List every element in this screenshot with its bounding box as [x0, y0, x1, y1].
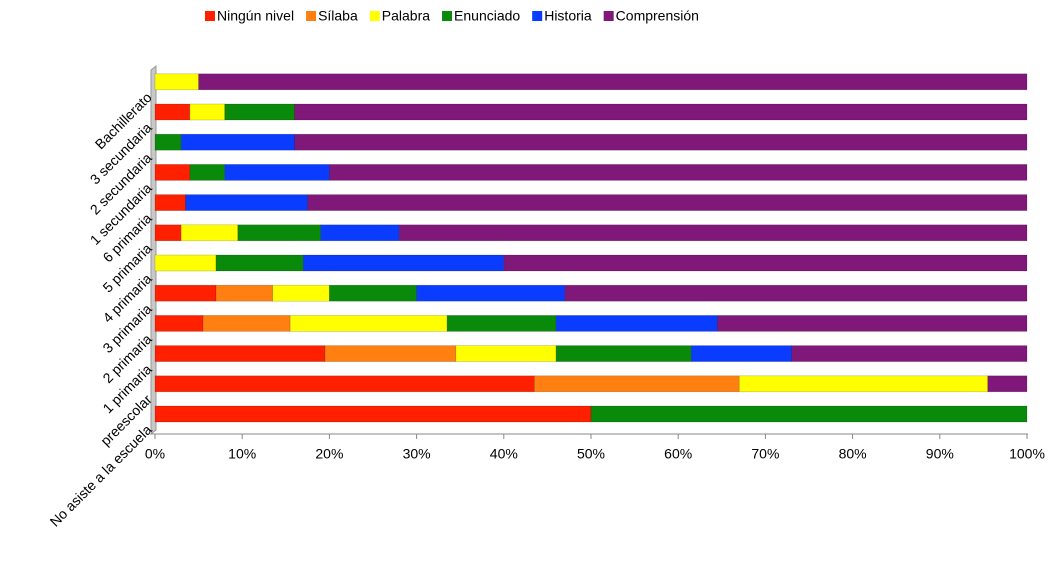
legend-swatch — [603, 11, 614, 21]
x-tick-label: 90% — [926, 446, 954, 462]
bar-segment — [324, 345, 457, 362]
bar-segment — [215, 284, 274, 302]
x-tick-label: 100% — [1009, 446, 1045, 462]
x-tick-label: 30% — [403, 446, 431, 462]
bar-segment — [154, 224, 182, 242]
bar-segment — [154, 194, 186, 211]
bar-segment — [180, 133, 295, 151]
bar-segment — [416, 284, 566, 302]
bar-segment — [154, 133, 182, 151]
bar-segment — [690, 345, 792, 362]
bar-segment — [455, 345, 557, 362]
bar-segment — [534, 375, 740, 393]
x-tick-label: 10% — [228, 446, 256, 462]
bar-segment — [738, 375, 989, 393]
legend-label: Palabra — [382, 8, 430, 24]
x-tick-label: 80% — [839, 446, 867, 462]
bar-segment — [503, 254, 1028, 272]
x-tick-label: 0% — [145, 446, 165, 462]
bar-segment — [154, 405, 592, 423]
bar-segment — [398, 224, 1028, 242]
bar-segment — [289, 315, 448, 332]
bar-segment — [272, 284, 330, 302]
bar-segment — [154, 73, 199, 91]
bar-segment — [154, 315, 204, 332]
bar-segment — [154, 375, 535, 393]
bar-segment — [555, 315, 718, 332]
x-tick-label: 60% — [664, 446, 692, 462]
bar-segment — [307, 194, 1028, 211]
bar-segment — [189, 164, 226, 181]
bar-segment — [154, 164, 191, 181]
bar-segment — [564, 284, 1028, 302]
x-tick-label: 70% — [751, 446, 779, 462]
bar-segment — [320, 224, 400, 242]
bar-segment — [302, 254, 505, 272]
bar-segment — [294, 103, 1028, 121]
bar-segment — [555, 345, 692, 362]
legend-label: Ningún nivel — [217, 8, 294, 24]
bar-segment — [154, 284, 217, 302]
bar-segment — [294, 133, 1028, 151]
bar-segment — [189, 103, 226, 121]
bar-segment — [224, 103, 295, 121]
legend-swatch — [306, 11, 317, 21]
x-tick-label: 20% — [315, 446, 343, 462]
bar-segment — [329, 284, 417, 302]
x-tick-label: 40% — [490, 446, 518, 462]
bar-segment — [446, 315, 557, 332]
legend-label: Sílaba — [318, 8, 358, 24]
bar-segment — [202, 315, 291, 332]
x-tick-label: 50% — [577, 446, 605, 462]
bar-segment — [987, 375, 1028, 393]
bar-segment — [154, 254, 217, 272]
bar-segment — [237, 224, 321, 242]
legend-swatch — [532, 11, 543, 21]
legend-swatch — [442, 11, 453, 21]
bar-segment — [154, 103, 191, 121]
bar-segment — [590, 405, 1028, 423]
legend-label: Enunciado — [454, 8, 520, 24]
axis-wall — [150, 64, 157, 436]
bar-segment — [185, 194, 308, 211]
legend-swatch — [369, 11, 380, 21]
bar-segment — [329, 164, 1028, 181]
legend-swatch — [205, 11, 215, 21]
bar-segment — [180, 224, 239, 242]
legend-label: Historia — [544, 8, 592, 24]
legend-label: Comprensión — [616, 8, 699, 24]
bar-segment — [215, 254, 304, 272]
bar-segment — [198, 73, 1028, 91]
bar-segment — [224, 164, 330, 181]
bar-segment — [791, 345, 1028, 362]
bar-segment — [717, 315, 1028, 332]
bar-segment — [154, 345, 326, 362]
